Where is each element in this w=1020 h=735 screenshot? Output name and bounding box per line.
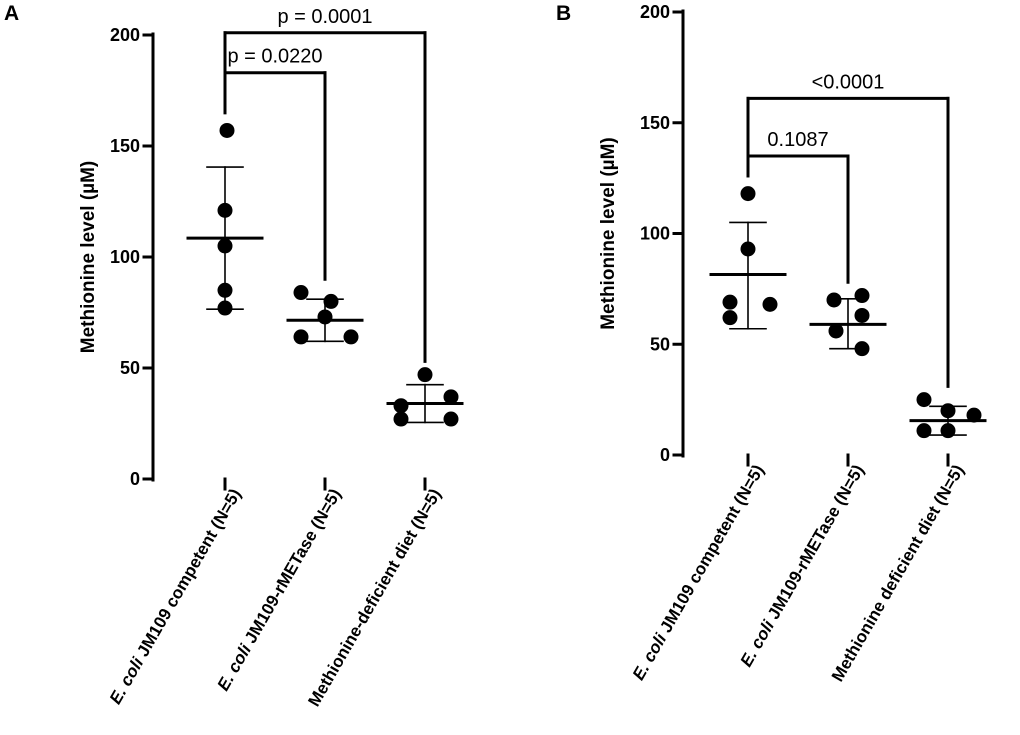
data-point <box>217 300 233 316</box>
data-point <box>740 241 756 257</box>
y-tick-label: 150 <box>640 113 670 133</box>
data-point <box>940 423 956 439</box>
y-tick-label: 0 <box>660 445 670 465</box>
data-point <box>323 293 339 309</box>
y-axis-label: Methionine level (µM) <box>598 137 619 330</box>
data-point <box>854 307 870 323</box>
data-point <box>826 292 842 308</box>
y-tick-label: 200 <box>110 25 140 45</box>
data-point <box>317 309 333 325</box>
y-tick-label: 150 <box>110 136 140 156</box>
y-tick-label: 100 <box>640 224 670 244</box>
p-value-label: <0.0001 <box>812 71 885 93</box>
p-value-label: p = 0.0001 <box>277 6 372 28</box>
data-point <box>940 403 956 419</box>
category-label-text: JM109 competent (N=5) <box>131 486 245 664</box>
y-tick-label: 200 <box>640 2 670 22</box>
y-axis-label: Methionine level (µM) <box>78 161 99 354</box>
data-point <box>343 329 359 345</box>
data-point <box>293 285 309 301</box>
data-point <box>966 407 982 423</box>
data-point <box>217 202 233 218</box>
category-label-text: JM109-rMETase (N=5) <box>239 486 345 651</box>
data-point <box>217 282 233 298</box>
category-label-text: JM109-rMETase (N=5) <box>762 462 868 627</box>
data-point <box>393 398 409 414</box>
data-point <box>722 310 738 326</box>
data-point <box>417 367 433 383</box>
p-value-label: 0.1087 <box>767 129 828 151</box>
y-tick-label: 50 <box>650 334 670 354</box>
panel-letter-b: B <box>556 2 571 25</box>
data-point <box>916 423 932 439</box>
category-label-text: JM109 competent (N=5) <box>654 462 768 640</box>
data-point <box>916 392 932 408</box>
data-point <box>219 122 235 138</box>
data-point <box>762 296 778 312</box>
data-point <box>722 294 738 310</box>
panel-letter-a: A <box>4 2 19 25</box>
data-point <box>443 389 459 405</box>
data-point <box>740 186 756 202</box>
data-point <box>854 341 870 357</box>
y-tick-label: 50 <box>120 358 140 378</box>
data-point <box>443 411 459 427</box>
data-point <box>828 323 844 339</box>
y-tick-label: 0 <box>130 469 140 489</box>
data-point <box>217 238 233 254</box>
p-value-label: p = 0.0220 <box>227 46 322 68</box>
y-tick-label: 100 <box>110 247 140 267</box>
data-point <box>854 288 870 304</box>
data-point <box>393 411 409 427</box>
data-point <box>293 329 309 345</box>
